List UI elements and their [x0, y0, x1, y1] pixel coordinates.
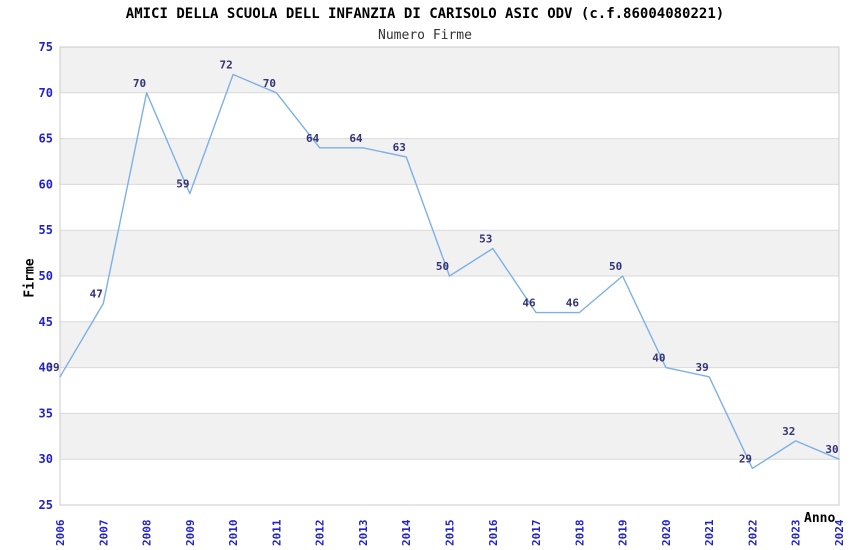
value-label: 47: [90, 287, 103, 300]
x-tick-label: 2024: [833, 519, 846, 546]
y-axis-title: Firme: [22, 258, 38, 298]
y-tick-label: 75: [39, 40, 53, 54]
x-tick-label: 2022: [746, 520, 759, 547]
value-label: 39: [46, 361, 59, 374]
x-tick-label: 2016: [487, 519, 500, 546]
x-tick-label: 2021: [703, 519, 716, 546]
grid-band: [60, 138, 839, 185]
y-tick-label: 45: [39, 315, 53, 329]
y-tick-label: 65: [39, 132, 53, 146]
plot-border: [59, 46, 840, 506]
value-label: 70: [133, 77, 146, 90]
grid-band: [60, 321, 839, 368]
value-label: 59: [176, 178, 189, 191]
x-tick-label: 2023: [790, 520, 803, 547]
grid-band: [60, 47, 839, 93]
value-label: 64: [349, 132, 363, 145]
grid-band: [60, 184, 839, 231]
grid-band: [60, 459, 839, 505]
chart-subtitle: Numero Firme: [378, 28, 472, 43]
y-tick-label: 70: [39, 86, 53, 100]
chart-title: AMICI DELLA SCUOLA DELL INFANZIA DI CARI…: [125, 6, 725, 22]
grid-band: [60, 276, 839, 322]
value-label: 50: [609, 260, 622, 273]
grid-band: [60, 92, 839, 139]
y-tick-label: 60: [39, 177, 53, 191]
value-label: 46: [566, 297, 580, 310]
data-line: [59, 73, 840, 470]
x-axis-title: Anno: [804, 511, 836, 526]
x-tick-label: 2020: [660, 520, 673, 547]
x-tick-label: 2017: [530, 520, 543, 547]
x-tick-label: 2015: [444, 520, 457, 547]
value-label: 46: [522, 297, 536, 310]
y-tick-label: 30: [39, 452, 53, 466]
y-tick-label: 50: [39, 269, 53, 283]
x-tick-label: 2018: [573, 520, 586, 547]
value-label: 63: [393, 141, 406, 154]
x-tick-label: 2008: [141, 520, 154, 547]
value-label: 30: [825, 443, 838, 456]
x-tick-label: 2013: [357, 520, 370, 547]
x-tick-label: 2011: [270, 519, 283, 546]
x-tick-label: 2009: [184, 520, 197, 547]
value-label: 29: [739, 452, 752, 465]
value-label: 70: [263, 77, 276, 90]
x-tick-label: 2006: [54, 519, 67, 546]
grid-band: [60, 413, 839, 460]
y-tick-label: 25: [39, 498, 53, 512]
value-label: 39: [696, 361, 709, 374]
x-tick-label: 2012: [314, 520, 327, 547]
y-tick-label: 40: [39, 361, 53, 375]
value-label: 53: [479, 233, 492, 246]
x-tick-label: 2007: [97, 520, 110, 547]
grid-band: [60, 367, 839, 414]
x-tick-label: 2010: [227, 520, 240, 547]
y-tick-label: 35: [39, 406, 53, 420]
grid-band: [60, 230, 839, 276]
value-label: 32: [782, 425, 795, 438]
y-tick-label: 55: [39, 223, 53, 237]
value-label: 64: [306, 132, 320, 145]
value-label: 72: [219, 58, 232, 71]
value-label: 50: [436, 260, 449, 273]
x-tick-label: 2019: [617, 520, 630, 547]
x-tick-label: 2014: [400, 519, 413, 546]
value-label: 40: [652, 352, 665, 365]
